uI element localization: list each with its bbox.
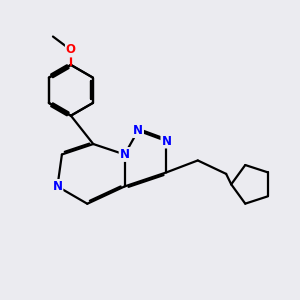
Text: O: O	[66, 44, 76, 56]
Text: N: N	[133, 124, 143, 137]
Text: N: N	[52, 180, 62, 193]
Text: N: N	[161, 134, 171, 148]
Text: N: N	[120, 148, 130, 161]
